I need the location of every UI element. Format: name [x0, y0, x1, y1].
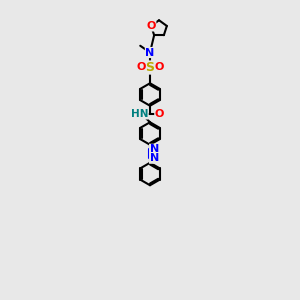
Text: N: N — [150, 144, 159, 154]
Text: O: O — [154, 62, 164, 73]
Text: O: O — [155, 109, 164, 119]
Text: N: N — [150, 153, 159, 163]
Text: O: O — [136, 62, 146, 73]
Text: O: O — [146, 21, 156, 31]
Text: N: N — [146, 47, 154, 58]
Text: S: S — [146, 61, 154, 74]
Text: HN: HN — [131, 109, 148, 119]
